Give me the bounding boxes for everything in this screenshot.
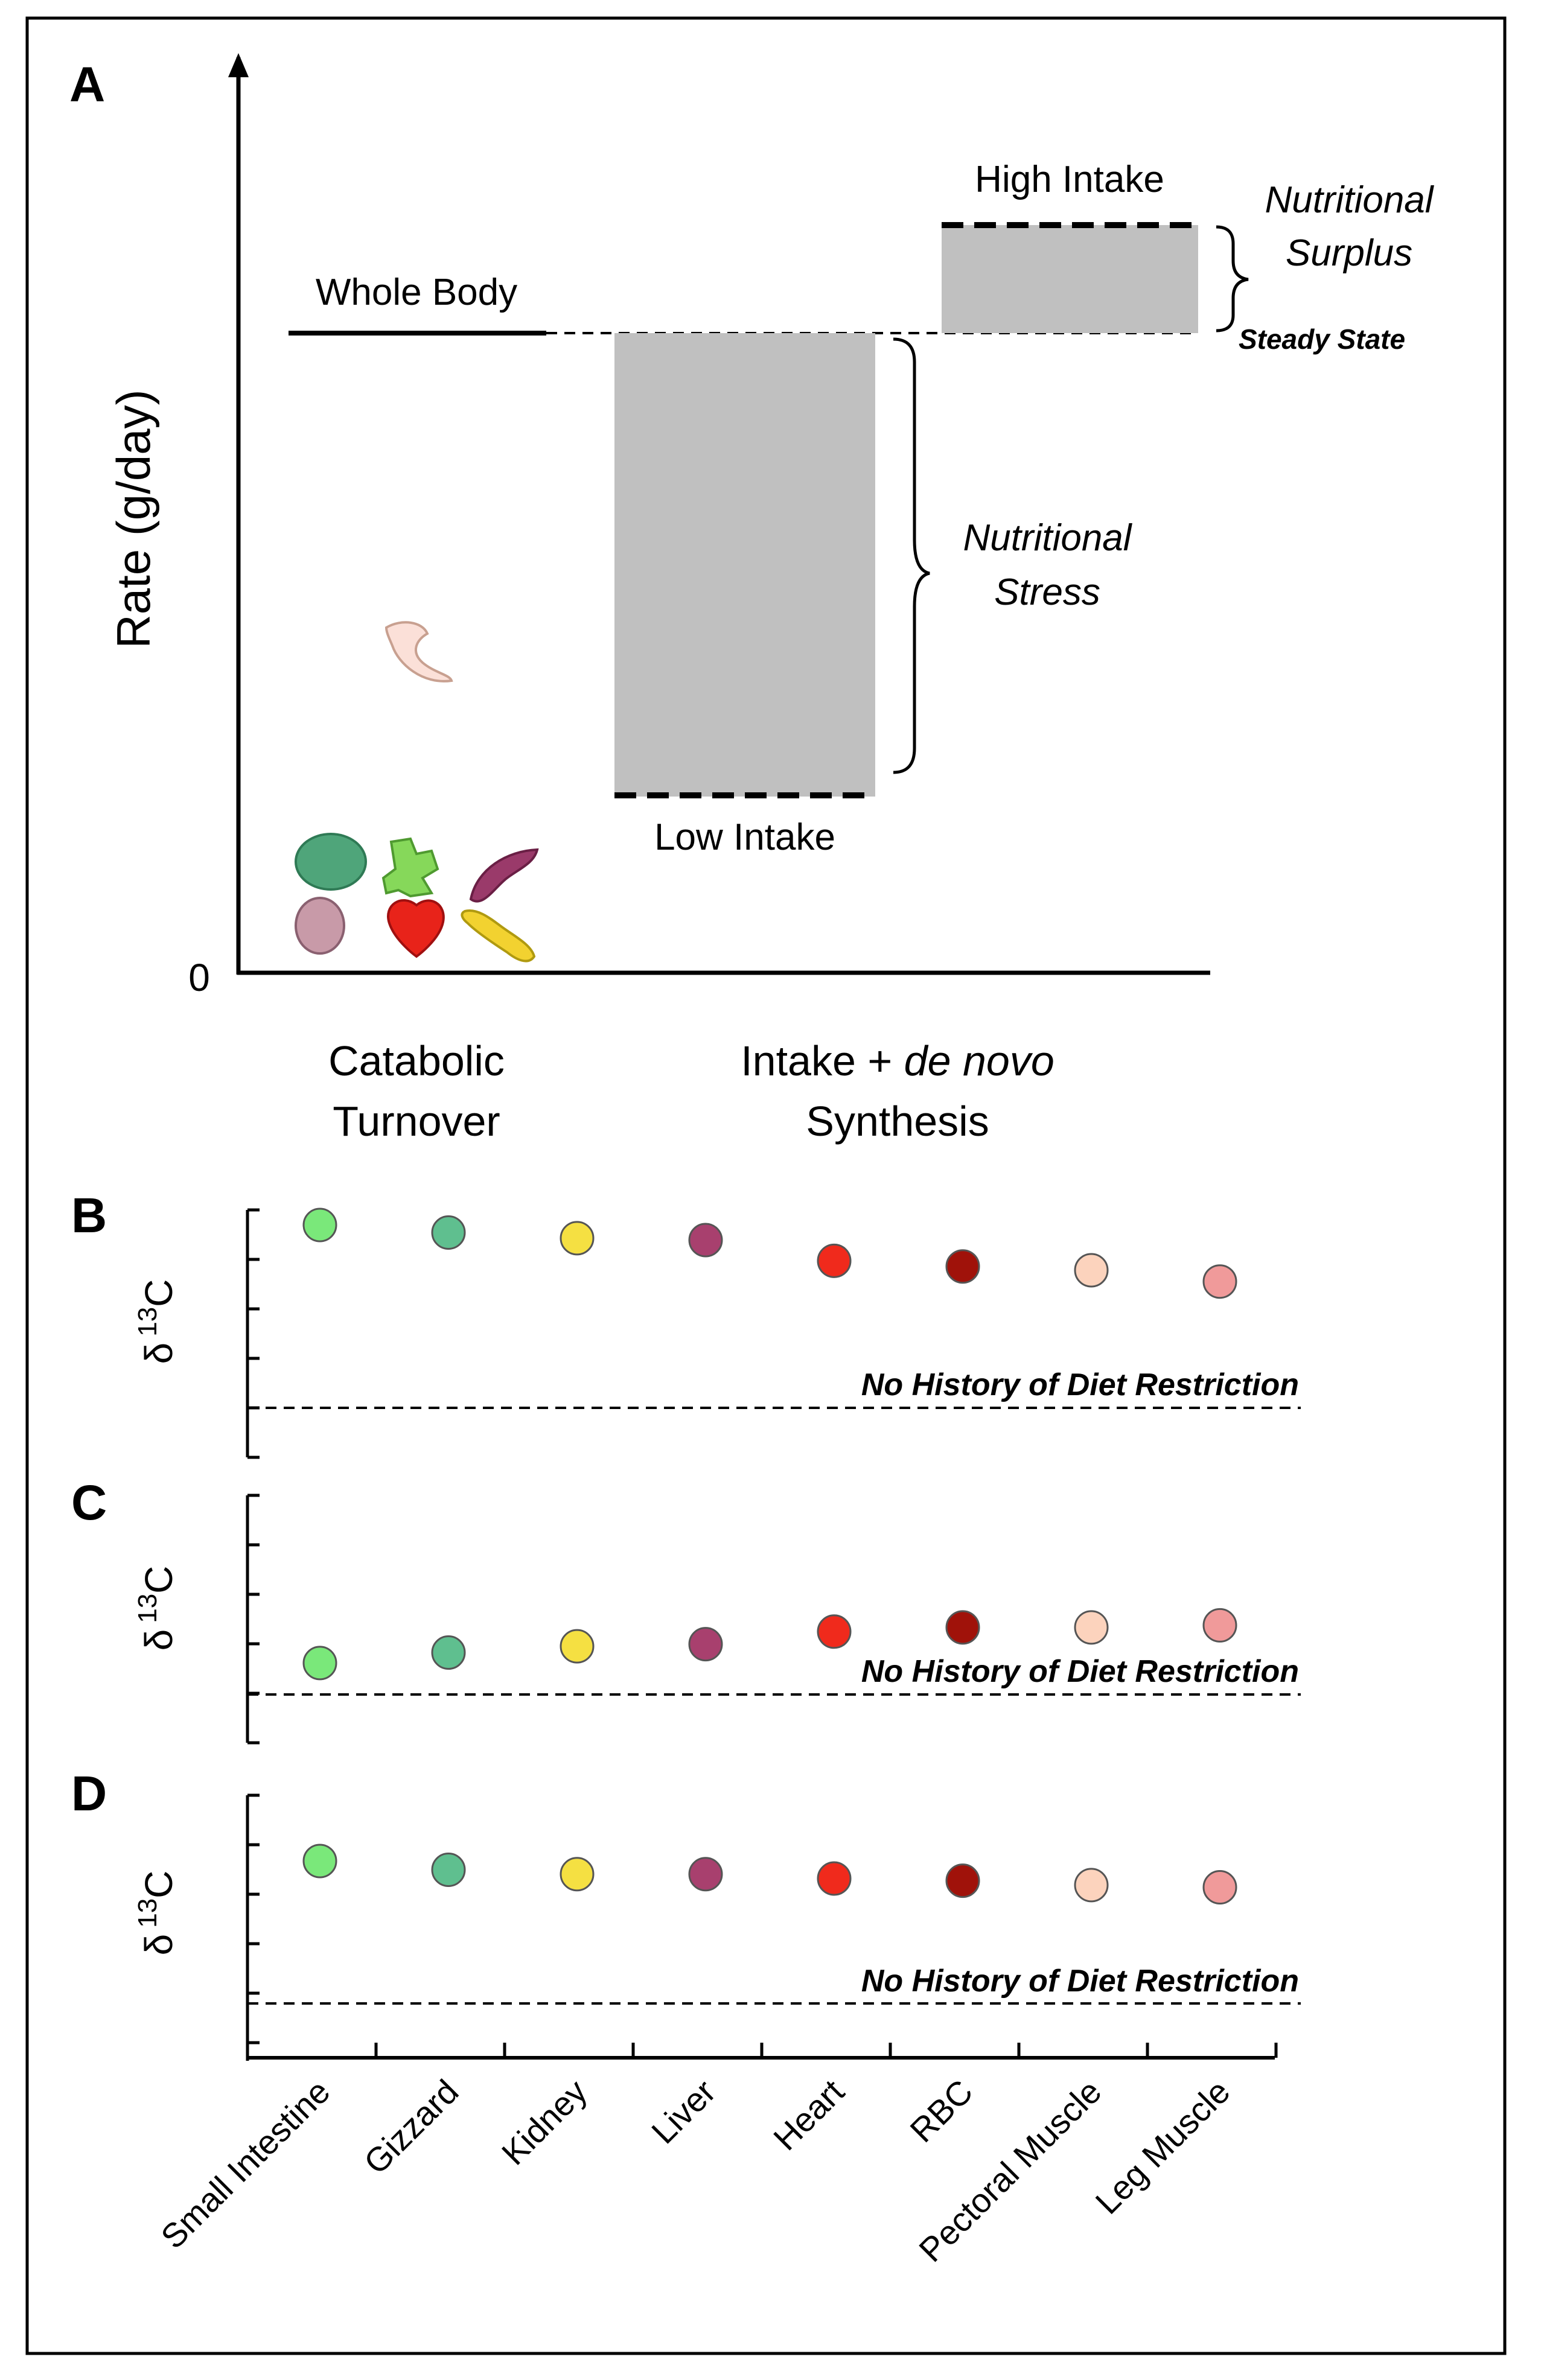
stress-label-line1: Nutritional <box>963 517 1132 559</box>
panel-c-reference-label: No History of Diet Restriction <box>861 1654 1299 1689</box>
data-point-pectoral-muscle <box>1074 1610 1109 1645</box>
x-category-label: RBC <box>902 2072 980 2149</box>
catabolic-label-line2: Turnover <box>333 1098 500 1145</box>
data-point-heart <box>817 1861 852 1896</box>
data-point-gizzard <box>431 1852 466 1887</box>
data-point-liver <box>688 1223 723 1258</box>
panel-a-y-axis-arrow <box>228 53 249 77</box>
intake-label-italic: de novo <box>904 1037 1054 1084</box>
data-point-liver <box>688 1857 723 1892</box>
small-intestine-icon <box>381 837 439 898</box>
kidney-icon <box>295 897 345 955</box>
surplus-label-line2: Surplus <box>1286 232 1412 274</box>
intake-label-plain: Intake + <box>741 1037 904 1084</box>
x-category-label: Kidney <box>494 2072 595 2172</box>
panel-c-ylabel-super: 13 <box>133 1594 162 1623</box>
steady-state-label: Steady State <box>1239 323 1405 355</box>
panel-d-ylabel-delta: δ <box>137 1934 180 1956</box>
data-point-rbc <box>945 1863 980 1898</box>
intake-label-line2: Synthesis <box>806 1098 989 1145</box>
panel-a-y-zero-label: 0 <box>188 956 210 999</box>
data-point-rbc <box>945 1249 980 1284</box>
high-intake-bar <box>942 225 1198 333</box>
low-intake-bar <box>614 333 875 797</box>
x-category-label: Heart <box>766 2072 852 2158</box>
data-point-gizzard <box>431 1215 466 1250</box>
x-category-label: Small Intestine <box>153 2072 337 2256</box>
panel-b-ylabel-symbol: C <box>137 1279 180 1307</box>
x-category-label: Liver <box>644 2072 723 2151</box>
data-point-small-intestine <box>302 1646 337 1681</box>
x-category-label: Leg Muscle <box>1088 2072 1237 2221</box>
panel-b-reference-label: No History of Diet Restriction <box>861 1367 1299 1402</box>
panel-c-ylabel-symbol: C <box>137 1566 180 1594</box>
data-point-liver <box>688 1627 723 1662</box>
data-point-rbc <box>945 1610 980 1645</box>
panel-b-letter: B <box>71 1188 107 1243</box>
panel-d: D No History of Diet Restriction δ 13C Sm… <box>71 1766 1301 2269</box>
data-point-small-intestine <box>302 1208 337 1242</box>
leg-muscle-icon <box>461 909 536 962</box>
data-point-heart <box>817 1243 852 1278</box>
panel-b: B No History of Diet Restriction δ 13C <box>71 1188 1301 1459</box>
panel-d-letter: D <box>71 1766 107 1821</box>
liver-icon <box>469 848 539 903</box>
heart-icon <box>387 899 445 958</box>
pectoral-muscle-icon <box>384 621 453 682</box>
panel-d-ticks <box>247 1793 260 2044</box>
panel-b-ticks <box>247 1208 260 1459</box>
surplus-brace <box>1216 225 1249 332</box>
gizzard-icon <box>295 833 367 891</box>
panel-c-points <box>302 1608 1237 1681</box>
stress-label-line2: Stress <box>994 571 1100 613</box>
x-category-label: Gizzard <box>357 2072 466 2181</box>
data-point-pectoral-muscle <box>1074 1868 1109 1903</box>
data-point-kidney <box>560 1221 595 1256</box>
panel-a-letter: A <box>69 57 105 112</box>
figure-border <box>25 16 1507 2355</box>
data-point-kidney <box>560 1857 595 1892</box>
panel-c-ticks <box>247 1494 260 1745</box>
panel-b-ylabel-delta: δ <box>137 1343 180 1364</box>
panel-b-y-label: δ 13C <box>133 1279 180 1364</box>
surplus-label-line1: Nutritional <box>1265 179 1434 221</box>
data-point-leg-muscle <box>1202 1608 1237 1643</box>
data-point-leg-muscle <box>1202 1870 1237 1905</box>
panel-c: C No History of Diet Restriction δ13C <box>71 1475 1301 1745</box>
panel-c-letter: C <box>71 1475 107 1530</box>
high-intake-label: High Intake <box>975 159 1164 200</box>
panel-a: A Rate (g/day) 0 Whole Body Low Intake H… <box>69 53 1435 1145</box>
catabolic-label-line1: Catabolic <box>328 1037 505 1084</box>
panel-a-y-axis-label: Rate (g/day) <box>107 389 160 648</box>
panel-c-y-label: δ 13C <box>133 1566 180 1651</box>
whole-body-label: Whole Body <box>316 272 517 313</box>
panel-c-ylabel-delta: δ <box>137 1629 180 1651</box>
data-point-pectoral-muscle <box>1074 1253 1109 1288</box>
panel-d-x-categories: Small Intestine Gizzard Kidney Liver Heart RB… <box>153 2043 1278 2269</box>
data-point-leg-muscle <box>1202 1264 1237 1299</box>
organ-icons <box>295 621 539 962</box>
stress-brace <box>893 337 930 774</box>
low-intake-label: Low Intake <box>654 816 835 858</box>
data-point-small-intestine <box>302 1844 337 1879</box>
panel-d-points <box>302 1844 1237 1905</box>
panel-b-points <box>302 1208 1237 1299</box>
panel-d-ylabel-symbol: C <box>137 1871 180 1898</box>
panel-b-ylabel-super: 13 <box>133 1307 162 1337</box>
panel-d-y-label: δ 13C <box>133 1871 180 1956</box>
data-point-kidney <box>560 1629 595 1664</box>
data-point-heart <box>817 1614 852 1649</box>
intake-label-line1: Intake + de novo <box>741 1037 1054 1084</box>
panel-d-reference-label: No History of Diet Restriction <box>861 1964 1299 1999</box>
panel-d-ylabel-super: 13 <box>133 1898 162 1928</box>
data-point-gizzard <box>431 1635 466 1670</box>
